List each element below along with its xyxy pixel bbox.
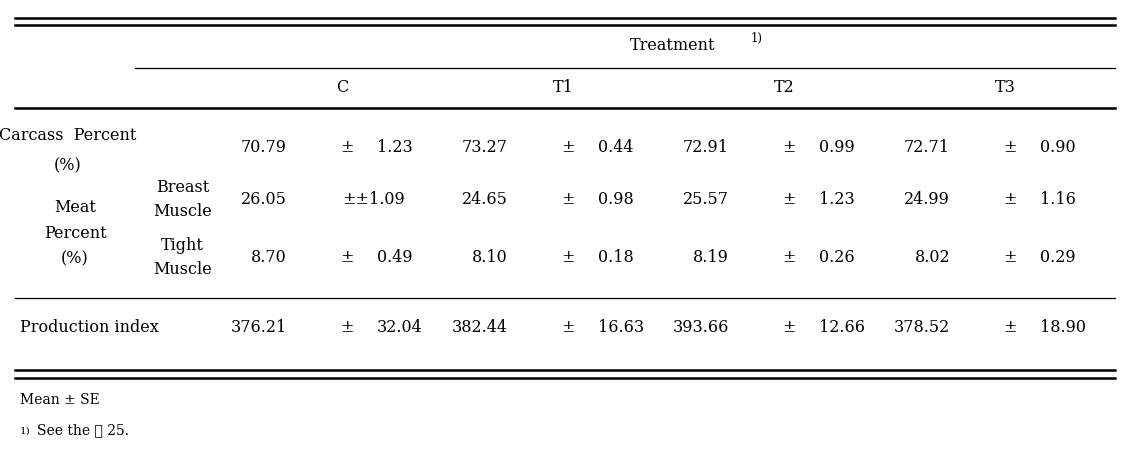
Text: 0.99: 0.99 — [819, 139, 854, 157]
Text: T1: T1 — [553, 79, 573, 97]
Text: 72.71: 72.71 — [904, 139, 950, 157]
Text: C: C — [336, 79, 348, 97]
Text: ±: ± — [340, 139, 354, 157]
Text: Meat: Meat — [54, 198, 96, 216]
Text: ±: ± — [562, 191, 575, 208]
Text: 0.18: 0.18 — [598, 249, 634, 267]
Text: 1.23: 1.23 — [377, 139, 412, 157]
Text: 8.10: 8.10 — [472, 249, 508, 267]
Text: ±±1.09: ±±1.09 — [342, 191, 405, 208]
Text: ±: ± — [562, 139, 575, 157]
Text: ±: ± — [1003, 191, 1017, 208]
Text: ±: ± — [782, 319, 796, 337]
Text: 16.63: 16.63 — [598, 319, 644, 337]
Text: 12.66: 12.66 — [819, 319, 864, 337]
Text: 8.19: 8.19 — [693, 249, 729, 267]
Text: ±: ± — [782, 191, 796, 208]
Text: 72.91: 72.91 — [683, 139, 729, 157]
Text: ±: ± — [782, 139, 796, 157]
Text: 24.65: 24.65 — [462, 191, 508, 208]
Text: Percent: Percent — [44, 226, 106, 242]
Text: Breast: Breast — [156, 179, 209, 197]
Text: 0.49: 0.49 — [377, 249, 412, 267]
Text: 376.21: 376.21 — [231, 319, 287, 337]
Text: 25.57: 25.57 — [683, 191, 729, 208]
Text: ±: ± — [1003, 139, 1017, 157]
Text: See the 表 25.: See the 表 25. — [37, 423, 129, 437]
Text: 70.79: 70.79 — [241, 139, 287, 157]
Text: 0.98: 0.98 — [598, 191, 634, 208]
Text: 18.90: 18.90 — [1040, 319, 1086, 337]
Text: 0.29: 0.29 — [1040, 249, 1076, 267]
Text: ±: ± — [340, 319, 354, 337]
Text: 393.66: 393.66 — [672, 319, 729, 337]
Text: ±: ± — [562, 319, 575, 337]
Text: (%): (%) — [53, 158, 81, 175]
Text: T3: T3 — [994, 79, 1016, 97]
Text: 378.52: 378.52 — [894, 319, 950, 337]
Text: Tight: Tight — [162, 238, 203, 255]
Text: 0.90: 0.90 — [1040, 139, 1076, 157]
Text: 1.16: 1.16 — [1040, 191, 1076, 208]
Text: (%): (%) — [61, 250, 89, 268]
Text: 382.44: 382.44 — [452, 319, 508, 337]
Text: 0.26: 0.26 — [819, 249, 854, 267]
Text: 73.27: 73.27 — [462, 139, 508, 157]
Text: Muscle: Muscle — [154, 261, 212, 278]
Text: 1): 1) — [750, 31, 763, 44]
Text: 24.99: 24.99 — [904, 191, 950, 208]
Text: T2: T2 — [774, 79, 794, 97]
Text: 8.02: 8.02 — [914, 249, 950, 267]
Text: Carcass  Percent: Carcass Percent — [0, 128, 137, 145]
Text: Treatment: Treatment — [629, 37, 715, 53]
Text: ±: ± — [1003, 249, 1017, 267]
Text: ±: ± — [782, 249, 796, 267]
Text: Mean ± SE: Mean ± SE — [20, 393, 99, 407]
Text: 1): 1) — [20, 427, 31, 436]
Text: ±: ± — [562, 249, 575, 267]
Text: 1.23: 1.23 — [819, 191, 854, 208]
Text: ±: ± — [340, 249, 354, 267]
Text: Muscle: Muscle — [154, 204, 212, 220]
Text: 26.05: 26.05 — [241, 191, 287, 208]
Text: 0.44: 0.44 — [598, 139, 634, 157]
Text: 32.04: 32.04 — [377, 319, 423, 337]
Text: Production index: Production index — [20, 319, 158, 337]
Text: ±: ± — [1003, 319, 1017, 337]
Text: 8.70: 8.70 — [251, 249, 287, 267]
